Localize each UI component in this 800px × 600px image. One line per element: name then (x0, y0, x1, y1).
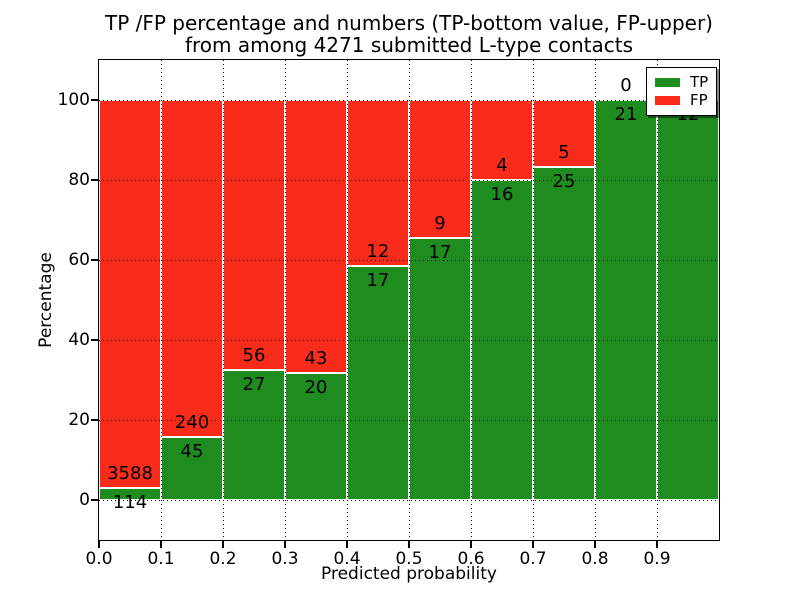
x-tick-mark (346, 541, 348, 548)
x-tick-label: 0.7 (519, 549, 547, 569)
y-tick-mark (91, 259, 98, 261)
y-tick-mark (91, 99, 98, 101)
x-tick-mark (470, 541, 472, 548)
legend-label-tp: TP (690, 73, 709, 91)
bar-tp-count-label: 114 (112, 491, 148, 513)
gridline-vertical (594, 60, 596, 540)
gridline-horizontal (99, 419, 719, 421)
y-tick-mark (91, 339, 98, 341)
chart-title-line1: TP /FP percentage and numbers (TP-bottom… (105, 11, 713, 35)
x-tick-mark (284, 541, 286, 548)
y-tick-label: 40 (68, 329, 90, 350)
bar-fp-segment (285, 100, 347, 374)
gridline-horizontal (99, 99, 719, 101)
bar-tp-count-label: 45 (180, 440, 204, 462)
x-tick-label: 0.4 (333, 549, 361, 569)
bar-tp-count-label: 21 (614, 104, 638, 125)
bar-tp-count-label: 17 (428, 242, 452, 264)
gridline-horizontal (99, 179, 719, 181)
gridline-vertical (222, 60, 224, 540)
x-tick-label: 0.3 (271, 549, 299, 569)
bar-fp-segment (409, 100, 471, 239)
gridline-vertical (470, 60, 472, 540)
y-tick-label: 60 (68, 249, 90, 270)
bar-fp-count-label: 56 (242, 344, 266, 366)
legend-entry-fp: FP (655, 92, 708, 109)
bar-tp-count-label: 27 (242, 373, 266, 395)
bar-tp-segment (285, 373, 347, 500)
x-tick-mark (408, 541, 410, 548)
legend-label-fp: FP (690, 91, 708, 109)
legend: TP FP (646, 67, 718, 116)
y-tick-mark (91, 499, 98, 501)
gridline-vertical (532, 60, 534, 540)
bar-fp-count-label: 9 (434, 213, 446, 235)
y-tick-label: 20 (68, 409, 90, 430)
legend-entry-tp: TP (655, 74, 708, 91)
bar-fp-count-label: 0 (620, 75, 632, 96)
y-tick-mark (91, 179, 98, 181)
plot-frame (98, 59, 720, 541)
chart-title: TP /FP percentage and numbers (TP-bottom… (89, 12, 729, 56)
legend-swatch-fp (655, 96, 680, 105)
bar-fp-segment (161, 100, 223, 437)
gridline-vertical (284, 60, 286, 540)
x-tick-label: 0.1 (147, 549, 175, 569)
x-tick-mark (594, 541, 596, 548)
bar-fp-segment (223, 100, 285, 370)
bar-tp-segment (409, 238, 471, 500)
gridline-vertical (408, 60, 410, 540)
bar-fp-segment (533, 100, 595, 167)
x-tick-mark (222, 541, 224, 548)
gridline-horizontal (99, 339, 719, 341)
gridline-vertical (160, 60, 162, 540)
bar-tp-segment (347, 265, 409, 500)
y-tick-label: 80 (68, 169, 90, 190)
y-tick-mark (91, 419, 98, 421)
x-tick-label: 0.9 (643, 549, 671, 569)
x-tick-mark (656, 541, 658, 548)
x-tick-mark (98, 541, 100, 548)
bar-tp-segment (223, 369, 285, 500)
gridline-vertical (346, 60, 348, 540)
legend-swatch-tp (655, 78, 680, 87)
x-tick-mark (532, 541, 534, 548)
gridline-vertical (656, 60, 658, 540)
gridline-horizontal (99, 499, 719, 501)
chart-title-line2: from among 4271 submitted L-type contact… (184, 33, 634, 57)
x-tick-label: 0.6 (457, 549, 485, 569)
bar-tp-segment (657, 100, 719, 500)
bar-fp-count-label: 43 (304, 348, 328, 370)
bar-tp-segment (595, 100, 657, 500)
y-tick-label: 0 (79, 489, 90, 510)
x-tick-label: 0.0 (85, 549, 113, 569)
x-tick-label: 0.5 (395, 549, 423, 569)
x-tick-label: 0.2 (209, 549, 237, 569)
bar-fp-count-label: 4 (496, 155, 508, 176)
bar-tp-segment (533, 166, 595, 500)
x-axis-label: Predicted probability (321, 564, 497, 584)
x-tick-label: 0.8 (581, 549, 609, 569)
bar-tp-count-label: 25 (552, 170, 576, 192)
x-tick-mark (160, 541, 162, 548)
bar-tp-segment (161, 436, 223, 500)
bar-fp-count-label: 3588 (107, 462, 153, 484)
gridline-horizontal (99, 259, 719, 261)
bar-tp-count-label: 17 (366, 269, 390, 291)
y-tick-label: 100 (57, 89, 90, 110)
bar-tp-count-label: 16 (490, 184, 514, 205)
bar-fp-count-label: 240 (174, 411, 210, 433)
bar-tp-count-label: 20 (304, 377, 328, 399)
bar-fp-count-label: 12 (366, 240, 390, 262)
bar-fp-count-label: 5 (558, 141, 570, 163)
